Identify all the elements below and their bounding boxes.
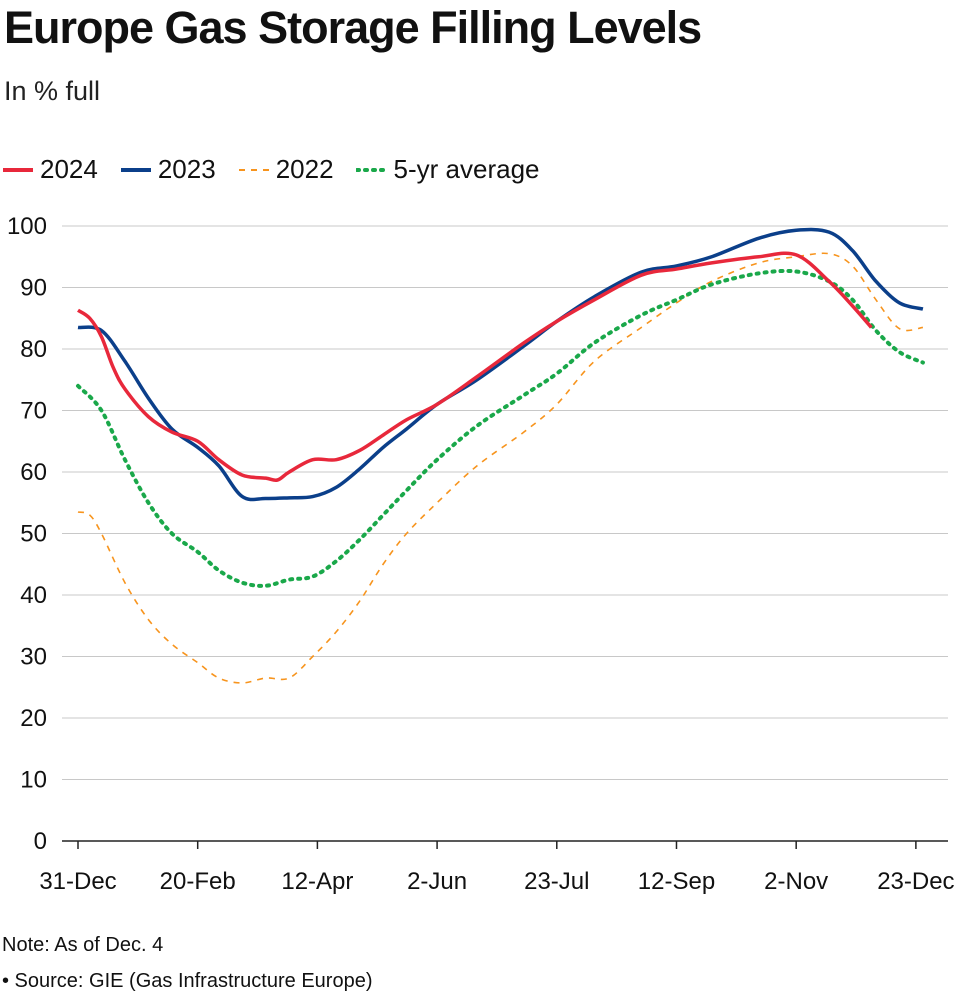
series-line-2024 bbox=[77, 251, 873, 483]
chart-title: Europe Gas Storage Filling Levels bbox=[4, 2, 702, 53]
x-tick-label: 20-Feb bbox=[160, 868, 236, 895]
x-tick-label: 23-Dec bbox=[877, 868, 954, 895]
x-tick-label: 31-Dec bbox=[39, 868, 116, 895]
legend: 2024 2023 2022 5-yr average bbox=[2, 154, 562, 185]
y-tick-label: 100 bbox=[7, 213, 47, 240]
series-line-2022 bbox=[77, 252, 924, 684]
x-tick-label: 2-Nov bbox=[764, 868, 828, 895]
legend-label: 2022 bbox=[275, 154, 334, 184]
chart-plot: 0 10 20 30 40 50 60 70 80 90 100 31-Dec 20-Feb 12-Apr… bbox=[7, 213, 955, 895]
chart-subtitle: In % full bbox=[4, 76, 101, 106]
series-line-2023 bbox=[77, 227, 924, 502]
y-tick-label: 0 bbox=[34, 828, 47, 855]
y-tick-label: 60 bbox=[20, 459, 47, 486]
legend-label: 2024 bbox=[40, 154, 98, 184]
x-tick-label: 12-Apr bbox=[281, 868, 353, 895]
x-tick-label: 12-Sep bbox=[638, 868, 715, 895]
legend-swatch bbox=[355, 167, 388, 172]
x-tick-label: 2-Jun bbox=[407, 868, 467, 895]
y-tick-label: 40 bbox=[20, 582, 47, 609]
legend-label: 2023 bbox=[157, 154, 216, 184]
note: Note: As of Dec. 4 bbox=[2, 934, 164, 956]
legend-label: 5-yr average bbox=[393, 154, 540, 184]
legend-item: 2023 bbox=[120, 154, 216, 185]
y-tick-label: 90 bbox=[20, 275, 47, 302]
legend-item: 5-yr average bbox=[355, 154, 540, 185]
series-line-5-yr-average bbox=[76, 268, 925, 588]
x-tick-label: 23-Jul bbox=[524, 868, 589, 895]
legend-swatch bbox=[238, 168, 269, 171]
y-tick-label: 50 bbox=[20, 521, 47, 548]
legend-item: 2022 bbox=[238, 154, 334, 185]
y-tick-label: 10 bbox=[20, 767, 47, 794]
y-tick-label: 70 bbox=[20, 398, 47, 425]
source: • Source: GIE (Gas Infrastructure Europe… bbox=[2, 970, 373, 992]
y-tick-label: 80 bbox=[20, 336, 47, 363]
legend-swatch bbox=[120, 167, 151, 172]
legend-item: 2024 bbox=[2, 154, 98, 185]
y-tick-label: 30 bbox=[20, 644, 47, 671]
y-tick-label: 20 bbox=[20, 705, 47, 732]
legend-swatch bbox=[3, 167, 33, 172]
